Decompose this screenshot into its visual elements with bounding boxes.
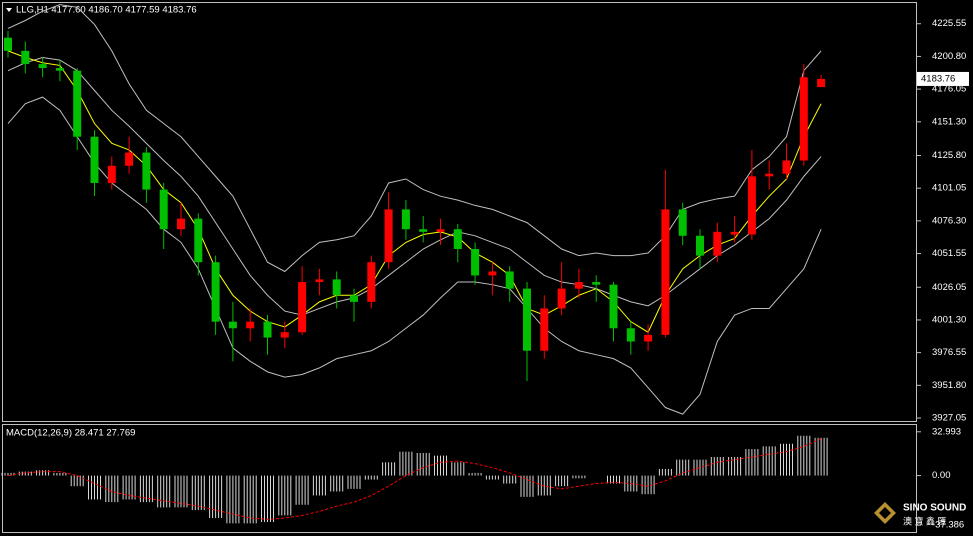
y-tick-label: 4176.05 xyxy=(932,84,966,95)
y-tick-label: 3951.80 xyxy=(932,380,966,391)
candle-body xyxy=(592,282,601,285)
line xyxy=(7,96,822,415)
candle-body xyxy=(609,284,618,329)
candle-body xyxy=(142,152,151,190)
candle-body xyxy=(523,288,531,351)
candle-body xyxy=(540,308,549,351)
candle-body xyxy=(799,77,808,161)
y-tick-label: 4001.30 xyxy=(932,314,966,325)
candle-body xyxy=(678,209,687,236)
macd-title: MACD(12,26,9) 28.471 27.769 xyxy=(6,428,135,439)
candle-body xyxy=(765,173,774,177)
candle-body xyxy=(38,64,47,69)
candle-body xyxy=(332,279,341,296)
candle-body xyxy=(453,229,462,250)
candle-body xyxy=(298,282,307,333)
watermark: SINO SOUND xyxy=(903,503,966,514)
macd-panel xyxy=(2,424,917,533)
candle-body xyxy=(419,229,428,232)
candle-body xyxy=(228,321,237,329)
candle-body xyxy=(730,231,739,235)
candle-body xyxy=(4,37,12,51)
menu-arrow xyxy=(6,8,12,12)
current-price-label: 4183.76 xyxy=(921,73,955,84)
watermark-sub: 澳 寶 鑫 匯 xyxy=(903,515,947,526)
line xyxy=(7,56,822,316)
candle-body xyxy=(696,235,704,256)
candle-body xyxy=(350,295,358,302)
candle-body xyxy=(21,50,30,65)
candle-body xyxy=(626,328,635,342)
y-tick-label: 32.993 xyxy=(932,426,961,437)
main-title: LLG,H1 4177.60 4186.70 4177.59 4183.76 xyxy=(16,5,197,16)
candle-body xyxy=(194,218,203,263)
candle-body xyxy=(574,282,583,289)
candle-body xyxy=(263,321,272,338)
current-price-box xyxy=(917,71,969,86)
candle-body xyxy=(280,332,289,338)
line xyxy=(7,438,822,520)
y-tick-label: 3927.05 xyxy=(932,413,966,424)
y-tick-label: 4026.05 xyxy=(932,282,966,293)
candle-body xyxy=(90,136,99,183)
candle-body xyxy=(747,176,756,235)
candle-body xyxy=(367,262,376,302)
candle-body xyxy=(661,209,670,335)
candle-body xyxy=(401,209,410,230)
y-tick-label: 4076.30 xyxy=(932,215,966,226)
candle-body xyxy=(488,271,497,276)
y-tick-label: 4151.30 xyxy=(932,116,966,127)
candle-body xyxy=(107,165,116,183)
candle-body xyxy=(644,334,653,342)
logo-icon-inner xyxy=(879,507,891,519)
line xyxy=(7,4,822,273)
y-tick-label: 4101.05 xyxy=(932,183,966,194)
candle-body xyxy=(315,279,324,283)
y-tick-label: 0.00 xyxy=(932,470,951,481)
logo: SINO SOUND 澳 寶 鑫 匯 xyxy=(874,502,966,526)
y-tick-label: -37.386 xyxy=(932,520,964,531)
candle-body xyxy=(125,152,134,166)
candle-body xyxy=(211,262,220,322)
candle-body xyxy=(436,229,445,232)
y-tick-label: 4225.55 xyxy=(932,18,966,29)
candle-body xyxy=(55,68,64,71)
candle-body xyxy=(73,70,82,137)
candle-body xyxy=(246,321,255,329)
candle-body xyxy=(177,218,185,230)
y-tick-label: 3976.55 xyxy=(932,347,966,358)
candle-body xyxy=(471,249,480,276)
y-tick-label: 4051.55 xyxy=(932,248,966,259)
candle-body xyxy=(557,288,566,309)
y-tick-label: 4125.80 xyxy=(932,150,966,161)
candle-body xyxy=(782,160,791,174)
candle-body xyxy=(505,271,514,289)
main-panel xyxy=(2,2,917,422)
candle-body xyxy=(384,209,393,263)
candle-body xyxy=(817,78,826,88)
candle-body xyxy=(159,189,168,230)
y-tick-label: 4200.80 xyxy=(932,51,966,62)
candle-body xyxy=(713,231,722,256)
